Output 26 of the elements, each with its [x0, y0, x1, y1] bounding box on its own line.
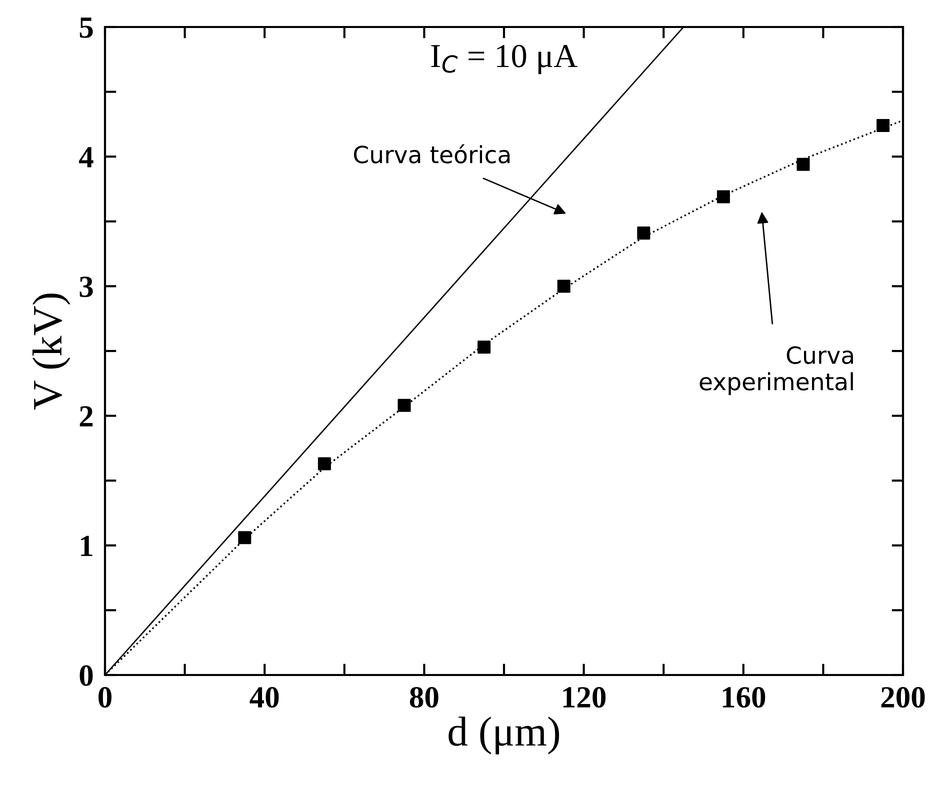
annotation: I$_{C}$ = 10 μA: [431, 44, 578, 74]
point: [398, 398, 411, 412]
y-tick-label: 4: [79, 147, 94, 168]
annotation: Curva teórica: [354, 144, 510, 164]
x-tick-label: 120: [563, 686, 606, 708]
y-tick-label: 2: [80, 406, 93, 426]
x-axis-title: d (μm): [448, 716, 560, 754]
point: [318, 457, 331, 470]
y-tick-label: 3: [80, 276, 93, 298]
point: [876, 118, 890, 132]
point: [796, 158, 810, 171]
y-tick-label: 5: [80, 18, 93, 38]
x-tick-label: 40: [250, 686, 279, 708]
x-tick-label: 0: [98, 686, 112, 708]
y-axis-title: V (kV): [32, 294, 70, 410]
point: [238, 531, 252, 544]
point: [557, 280, 570, 293]
x-tick-label: 160: [722, 686, 766, 708]
annotation: Curva experimental: [700, 346, 853, 396]
y-tick-label: 1: [81, 536, 92, 556]
x-tick-label: 80: [410, 686, 438, 708]
point: [478, 340, 491, 354]
x-tick-label: 200: [881, 686, 925, 708]
point: [637, 226, 650, 240]
point: [716, 190, 730, 204]
y-tick-label: 0: [80, 665, 93, 686]
